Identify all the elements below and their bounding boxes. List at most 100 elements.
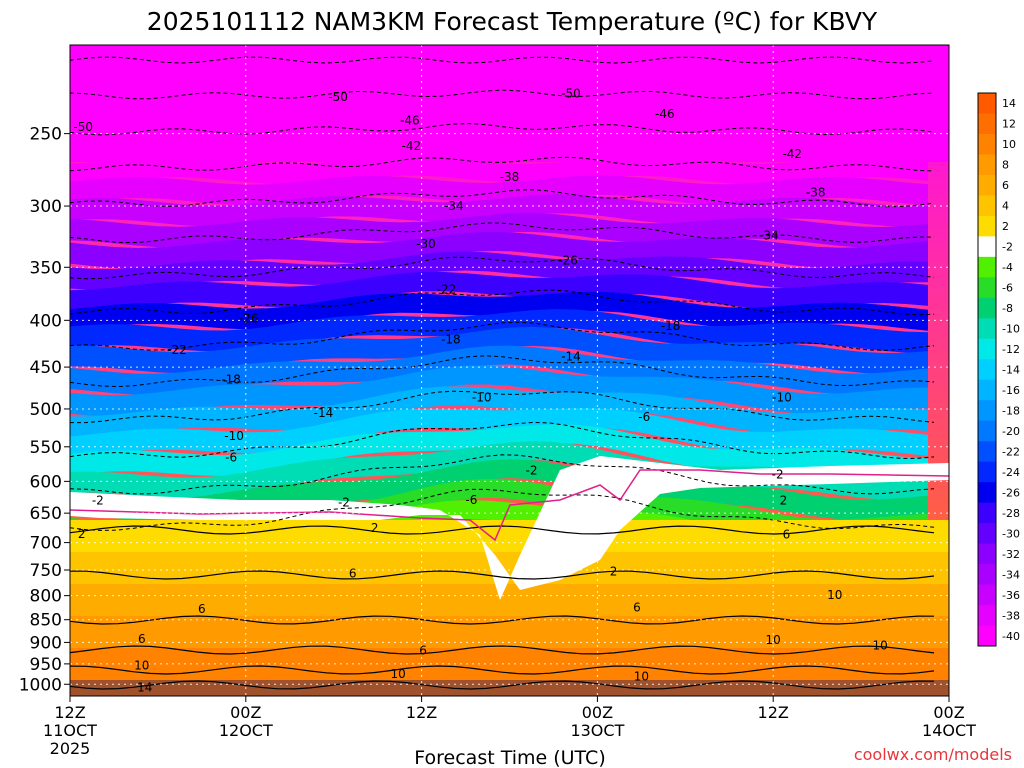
colorbar-swatch bbox=[978, 256, 996, 278]
isotherm-line bbox=[70, 665, 935, 675]
colorbar-label: -14 bbox=[1002, 364, 1020, 377]
y-tick-label: 550 bbox=[30, 438, 62, 458]
contour-label: -34 bbox=[759, 228, 779, 242]
temperature-band bbox=[70, 45, 949, 162]
chart-title: 2025101112 NAM3KM Forecast Temperature (… bbox=[147, 7, 878, 36]
contour-label: -6 bbox=[638, 410, 650, 424]
isotherm-line bbox=[70, 289, 935, 316]
contour-label: -34 bbox=[444, 199, 464, 213]
contour-label: -30 bbox=[416, 237, 436, 251]
temperature-band bbox=[70, 552, 949, 586]
contour-label: 10 bbox=[873, 638, 888, 652]
isotherm-line bbox=[70, 156, 935, 172]
contour-label: 2 bbox=[78, 527, 86, 541]
colorbar-label: -34 bbox=[1002, 568, 1020, 581]
contour-label: -42 bbox=[782, 147, 802, 161]
y-tick-label: 900 bbox=[30, 633, 62, 653]
x-tick-label: 13OCT bbox=[570, 721, 624, 740]
x-tick-label: 00Z bbox=[933, 703, 964, 722]
isotherm-line bbox=[70, 256, 935, 280]
colorbar: 14 12 10 8 6 4 2 -2 -4 -6 -8 -10 -12 -14 -16 -18 -20 -22 -… bbox=[977, 92, 1020, 647]
contour-label: -18 bbox=[661, 319, 681, 333]
colorbar-swatch bbox=[978, 625, 996, 647]
colorbar-label: -28 bbox=[1002, 507, 1020, 520]
colorbar-label: -8 bbox=[1002, 302, 1013, 315]
isotherm-line bbox=[70, 355, 935, 388]
contour-label: -50 bbox=[561, 87, 581, 101]
isotherm-line bbox=[70, 421, 935, 459]
colorbar-swatch bbox=[978, 441, 996, 463]
colorbar-label: -22 bbox=[1002, 445, 1020, 458]
contour-label: -38 bbox=[806, 186, 826, 200]
contour-label: -10 bbox=[472, 391, 492, 405]
isotherm-line bbox=[70, 488, 935, 532]
colorbar-swatch bbox=[978, 482, 996, 504]
contour-label: -46 bbox=[400, 114, 420, 128]
isotherm-line bbox=[70, 56, 935, 64]
y-tick-label: 300 bbox=[30, 197, 62, 217]
colorbar-label: -12 bbox=[1002, 343, 1020, 356]
x-axis-label: Forecast Time (UTC) bbox=[414, 747, 605, 768]
colorbar-label: -26 bbox=[1002, 486, 1020, 499]
contour-label: -22 bbox=[437, 282, 457, 296]
contour-label: -22 bbox=[167, 343, 187, 357]
y-tick-label: 500 bbox=[30, 400, 62, 420]
ground-layer bbox=[70, 680, 949, 696]
colorbar-label: -38 bbox=[1002, 609, 1020, 622]
isotherm-line bbox=[70, 680, 935, 690]
x-tick-label: 00Z bbox=[582, 703, 613, 722]
y-tick-label: 350 bbox=[30, 258, 62, 278]
colorbar-label: 12 bbox=[1002, 118, 1016, 131]
y-tick-label: 750 bbox=[30, 561, 62, 581]
colorbar-swatch bbox=[978, 215, 996, 237]
temperature-band bbox=[70, 520, 949, 554]
colorbar-label: 4 bbox=[1002, 200, 1009, 213]
temperature-band bbox=[70, 156, 928, 185]
contour-label: -6 bbox=[465, 493, 477, 507]
colorbar-swatch bbox=[978, 359, 996, 381]
colorbar-swatch bbox=[978, 502, 996, 524]
colorbar-label: -6 bbox=[1002, 282, 1013, 295]
freezing-level-band bbox=[70, 456, 949, 600]
isotherm-line bbox=[70, 390, 935, 424]
contour-label: -2 bbox=[525, 464, 537, 478]
isotherm-contours bbox=[70, 56, 949, 690]
colorbar-label: -36 bbox=[1002, 589, 1020, 602]
colorbar-swatch bbox=[978, 297, 996, 319]
y-tick-label: 600 bbox=[30, 472, 62, 492]
contour-label: 2 bbox=[371, 521, 379, 535]
y-tick-label: 250 bbox=[30, 125, 62, 145]
temperature-band bbox=[70, 231, 928, 269]
y-tick-label: 700 bbox=[30, 534, 62, 554]
contour-label: 10 bbox=[134, 659, 149, 673]
isotherm-line bbox=[70, 570, 935, 580]
colorbar-label: 2 bbox=[1002, 220, 1009, 233]
contour-label: -2 bbox=[92, 494, 104, 508]
x-tick-label: 2025 bbox=[50, 739, 91, 758]
colorbar-swatch bbox=[978, 338, 996, 360]
plot-area: -50-50 -50-46 -46-42-42-38-38-34-34-30-26-… bbox=[70, 45, 949, 696]
contour-label: -46 bbox=[655, 107, 675, 121]
colorbar-swatch bbox=[978, 584, 996, 606]
contour-label: -18 bbox=[441, 333, 461, 347]
colorbar-label: -40 bbox=[1002, 630, 1020, 643]
contour-label: -2 bbox=[772, 468, 784, 482]
contour-label: 6 bbox=[138, 632, 146, 646]
contour-label: -50 bbox=[73, 120, 93, 134]
contour-label: -42 bbox=[402, 139, 422, 153]
colorbar-swatch bbox=[978, 400, 996, 422]
temperature-band bbox=[70, 272, 928, 312]
temperature-band bbox=[70, 175, 928, 206]
x-tick-label: 12Z bbox=[406, 703, 437, 722]
temperature-band bbox=[70, 408, 928, 458]
colorbar-label: 6 bbox=[1002, 179, 1009, 192]
temperature-band bbox=[70, 386, 928, 438]
y-tick-label: 950 bbox=[30, 655, 62, 675]
x-tick-label: 12Z bbox=[54, 703, 85, 722]
colorbar-swatch bbox=[978, 420, 996, 442]
contour-label: -26 bbox=[239, 311, 259, 325]
y-tick-label: 800 bbox=[30, 587, 62, 607]
colorbar-label: -32 bbox=[1002, 548, 1020, 561]
contour-label: 2 bbox=[780, 494, 788, 508]
temperature-band bbox=[70, 291, 928, 331]
